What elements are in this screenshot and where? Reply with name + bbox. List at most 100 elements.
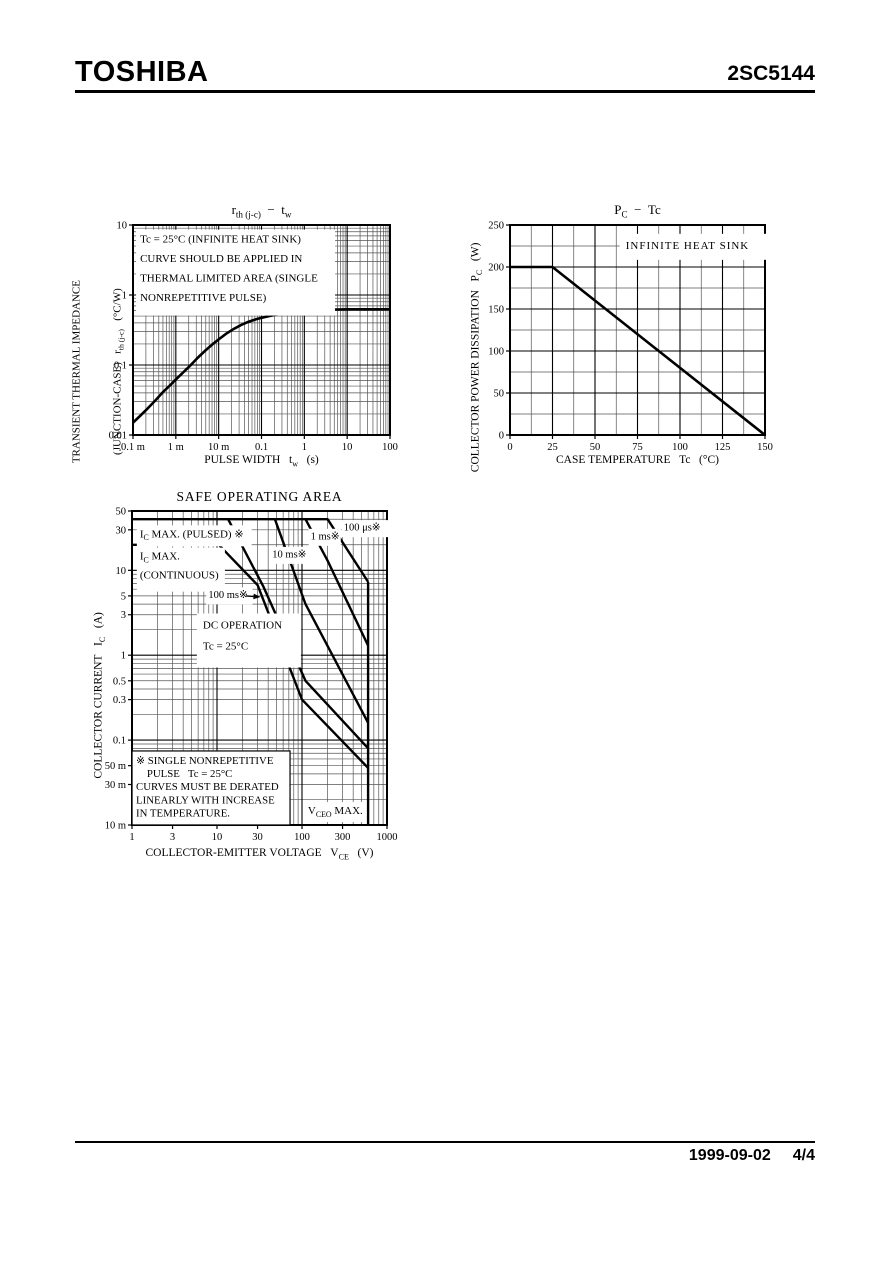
svg-text:10 m: 10 m	[105, 821, 126, 832]
svg-text:300: 300	[335, 832, 351, 843]
svg-text:10: 10	[212, 832, 223, 843]
annotation-text: CURVE SHOULD BE APPLIED IN	[140, 253, 302, 265]
annotation-text: IC MAX.	[140, 551, 180, 565]
annotation-box	[136, 525, 252, 547]
annotation-text: VCEO MAX.	[308, 805, 363, 819]
svg-text:10: 10	[342, 442, 353, 453]
pc-derating-line	[510, 265, 766, 437]
annotation-box	[196, 613, 301, 668]
annotation-text: 10 ms※	[272, 549, 306, 560]
footer-rule	[75, 1141, 815, 1143]
part-number: 2SC5144	[727, 62, 815, 85]
annotation-box	[304, 802, 364, 823]
svg-text:5: 5	[121, 591, 126, 602]
annotation-text: 100 ms※	[208, 590, 247, 601]
svg-text:0.5: 0.5	[113, 676, 126, 687]
ic-max-pulsed-100us-curve	[132, 518, 370, 583]
svg-text:125: 125	[715, 442, 731, 453]
axis-title-line: COLLECTOR CURRENT IC (A)	[92, 612, 107, 779]
tick-labels: 1 3 10 30 100 300 1000 50 30 10 5 3 1 0.5 0.3 0.1 50 m 30…	[105, 507, 398, 844]
annotation-text: (CONTINUOUS)	[140, 570, 219, 582]
brand-logo: TOSHIBA	[75, 56, 209, 88]
annotation-text: CURVES MUST BE DERATED	[136, 781, 279, 793]
svg-text:50: 50	[590, 442, 601, 453]
rth-chart-canvas: 0.1 m 1 m 10 m 0.1 1 10 100 0.01 0.1 1 10 Tc = 25°C…	[109, 221, 398, 454]
svg-text:150: 150	[757, 442, 773, 453]
annotation-text: PULSE Tc = 25°C	[136, 768, 232, 780]
annotation-text: INFINITE HEAT SINK	[626, 240, 750, 252]
svg-text:30 m: 30 m	[105, 780, 126, 791]
svg-text:100: 100	[488, 347, 504, 358]
rth-x-axis-title: PULSE WIDTH tw (s)	[204, 454, 319, 469]
svg-text:3: 3	[170, 832, 175, 843]
pc-y-axis-title: COLLECTOR POWER DISSIPATION PC (W)	[443, 207, 514, 507]
soa-chart-title: SAFE OPERATING AREA	[176, 489, 343, 504]
pc-x-axis-title: CASE TEMPERATURE Tc (°C)	[556, 454, 719, 466]
rth-y-axis-title: TRANSIENT THERMAL IMPEDANCE (JUNCTION-CA…	[43, 222, 154, 522]
arrow-head	[253, 593, 261, 600]
annotation-text: IN TEMPERATURE.	[136, 808, 230, 820]
svg-text:1: 1	[122, 291, 127, 302]
annotation-box	[270, 546, 310, 564]
svg-text:100: 100	[382, 442, 398, 453]
svg-text:30: 30	[252, 832, 262, 843]
svg-text:30: 30	[116, 525, 127, 536]
axis-title-line: TRANSIENT THERMAL IMPEDANCE	[70, 280, 83, 464]
svg-text:0.1: 0.1	[255, 442, 268, 453]
annotation-text: LINEARLY WITH INCREASE	[136, 794, 275, 806]
annotation-box	[136, 229, 336, 316]
footer-page-indicator: 4/4	[792, 1147, 815, 1164]
annotation-text: NONREPETITIVE PULSE)	[140, 292, 267, 304]
svg-text:0: 0	[507, 442, 512, 453]
svg-text:10 m: 10 m	[208, 442, 229, 453]
annotation-box	[136, 547, 225, 592]
annotation-box	[308, 528, 341, 546]
svg-text:0.3: 0.3	[113, 695, 126, 706]
footer-date: 1999-09-02	[688, 1147, 771, 1164]
soa-x-axis-title: COLLECTOR-EMITTER VOLTAGE VCE (V)	[145, 847, 374, 862]
svg-text:50: 50	[116, 507, 127, 518]
footer: 1999-09-02 4/4	[689, 1147, 815, 1165]
annotation-text: Tc = 25°C	[203, 641, 248, 653]
annotation-text: THERMAL LIMITED AREA (SINGLE	[140, 273, 318, 285]
svg-text:10: 10	[116, 566, 127, 577]
pc-chart-title: PC − Tc	[614, 202, 661, 220]
svg-text:0.1 m: 0.1 m	[121, 442, 145, 453]
soa-chart-canvas: 1 3 10 30 100 300 1000 50 30 10 5 3 1 0.5 0.3 0.1 50 m 30…	[105, 507, 398, 844]
svg-text:50 m: 50 m	[105, 761, 126, 772]
annotation-box	[619, 233, 775, 260]
svg-text:250: 250	[488, 221, 504, 232]
svg-text:200: 200	[488, 263, 504, 274]
svg-text:75: 75	[632, 442, 643, 453]
annotation-box	[341, 520, 390, 538]
annotation-text: 100 μs※	[344, 523, 381, 534]
soa-y-axis-title: COLLECTOR CURRENT IC (A)	[66, 535, 137, 855]
svg-text:1000: 1000	[377, 832, 398, 843]
header-rule	[75, 90, 815, 93]
pc-chart-canvas: 0 25 50 75 100 125 150 0 50 100 150 200 250 INFINITE …	[488, 221, 775, 454]
svg-text:0.1: 0.1	[114, 361, 127, 372]
annotation-text: DC OPERATION	[203, 620, 282, 632]
svg-text:1: 1	[302, 442, 307, 453]
svg-text:1 m: 1 m	[168, 442, 184, 453]
annotation-text: Tc = 25°C (INFINITE HEAT SINK)	[140, 234, 301, 246]
svg-text:100: 100	[672, 442, 688, 453]
axis-title-line: (JUNCTION-CASE) rth (j-c) (°C/W)	[110, 288, 126, 455]
annotation-text: ※ SINGLE NONREPETITIVE	[136, 755, 274, 767]
annotation-box	[206, 587, 253, 605]
annotation-text: 1 ms※	[311, 531, 340, 542]
svg-text:10: 10	[117, 221, 128, 232]
svg-text:0.1: 0.1	[113, 736, 126, 747]
svg-text:3: 3	[121, 610, 126, 621]
svg-text:150: 150	[488, 305, 504, 316]
svg-text:1: 1	[129, 832, 134, 843]
svg-text:0.01: 0.01	[109, 431, 127, 442]
svg-text:0: 0	[499, 431, 504, 442]
tick-labels: 0 25 50 75 100 125 150 0 50 100 150 200 250	[488, 221, 773, 454]
svg-text:1: 1	[121, 651, 126, 662]
axis-title-line: COLLECTOR POWER DISSIPATION PC (W)	[469, 242, 484, 473]
svg-text:25: 25	[547, 442, 558, 453]
annotation-box	[131, 750, 291, 826]
svg-text:50: 50	[494, 389, 505, 400]
